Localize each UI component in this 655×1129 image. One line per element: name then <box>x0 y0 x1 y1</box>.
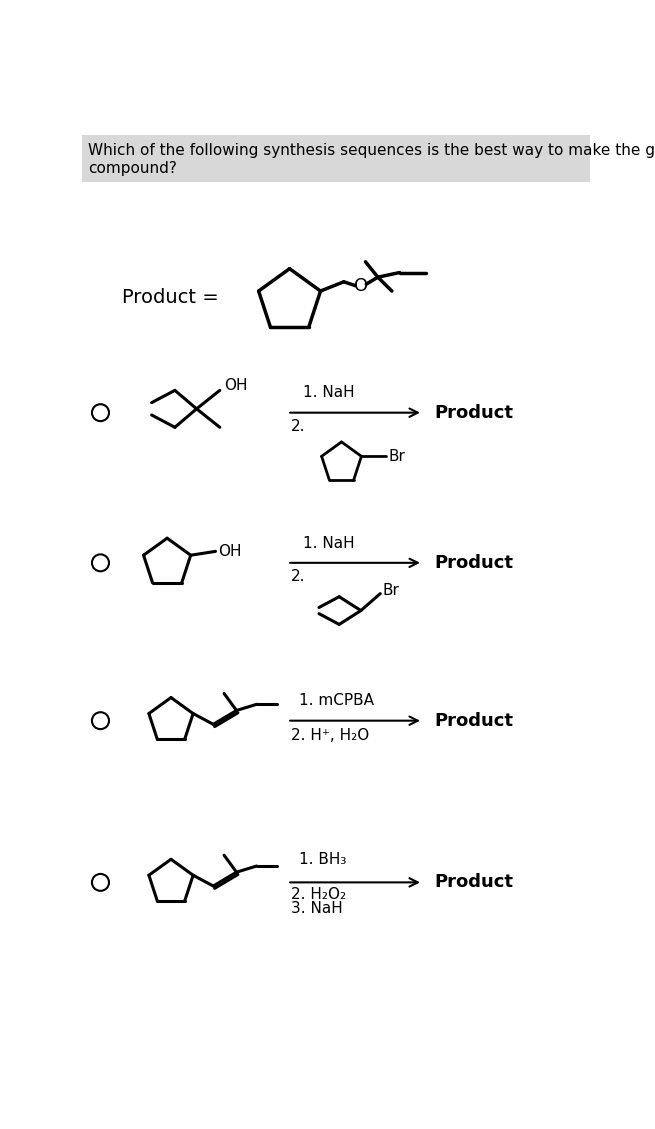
Text: 2.: 2. <box>291 569 306 584</box>
Text: O: O <box>354 278 368 296</box>
Text: 2. H⁺, H₂O: 2. H⁺, H₂O <box>291 728 369 743</box>
Text: 3. NaH: 3. NaH <box>291 901 343 916</box>
Text: Product =: Product = <box>122 288 219 307</box>
Text: 2. H₂O₂: 2. H₂O₂ <box>291 887 346 902</box>
Text: 2.: 2. <box>291 419 306 434</box>
Text: Product: Product <box>434 554 514 571</box>
Text: OH: OH <box>218 544 241 559</box>
Text: Br: Br <box>383 583 400 598</box>
Text: Product: Product <box>434 404 514 421</box>
FancyBboxPatch shape <box>82 135 590 182</box>
Text: Which of the following synthesis sequences is the best way to make the given
com: Which of the following synthesis sequenc… <box>88 143 655 176</box>
Text: 1. BH₃: 1. BH₃ <box>299 852 346 867</box>
Text: 1. NaH: 1. NaH <box>303 385 354 401</box>
Text: Product: Product <box>434 874 514 892</box>
Text: 1. mCPBA: 1. mCPBA <box>299 693 374 708</box>
Text: 1. NaH: 1. NaH <box>303 535 354 551</box>
Text: Br: Br <box>388 449 405 464</box>
Text: Product: Product <box>434 711 514 729</box>
Text: OH: OH <box>225 378 248 393</box>
